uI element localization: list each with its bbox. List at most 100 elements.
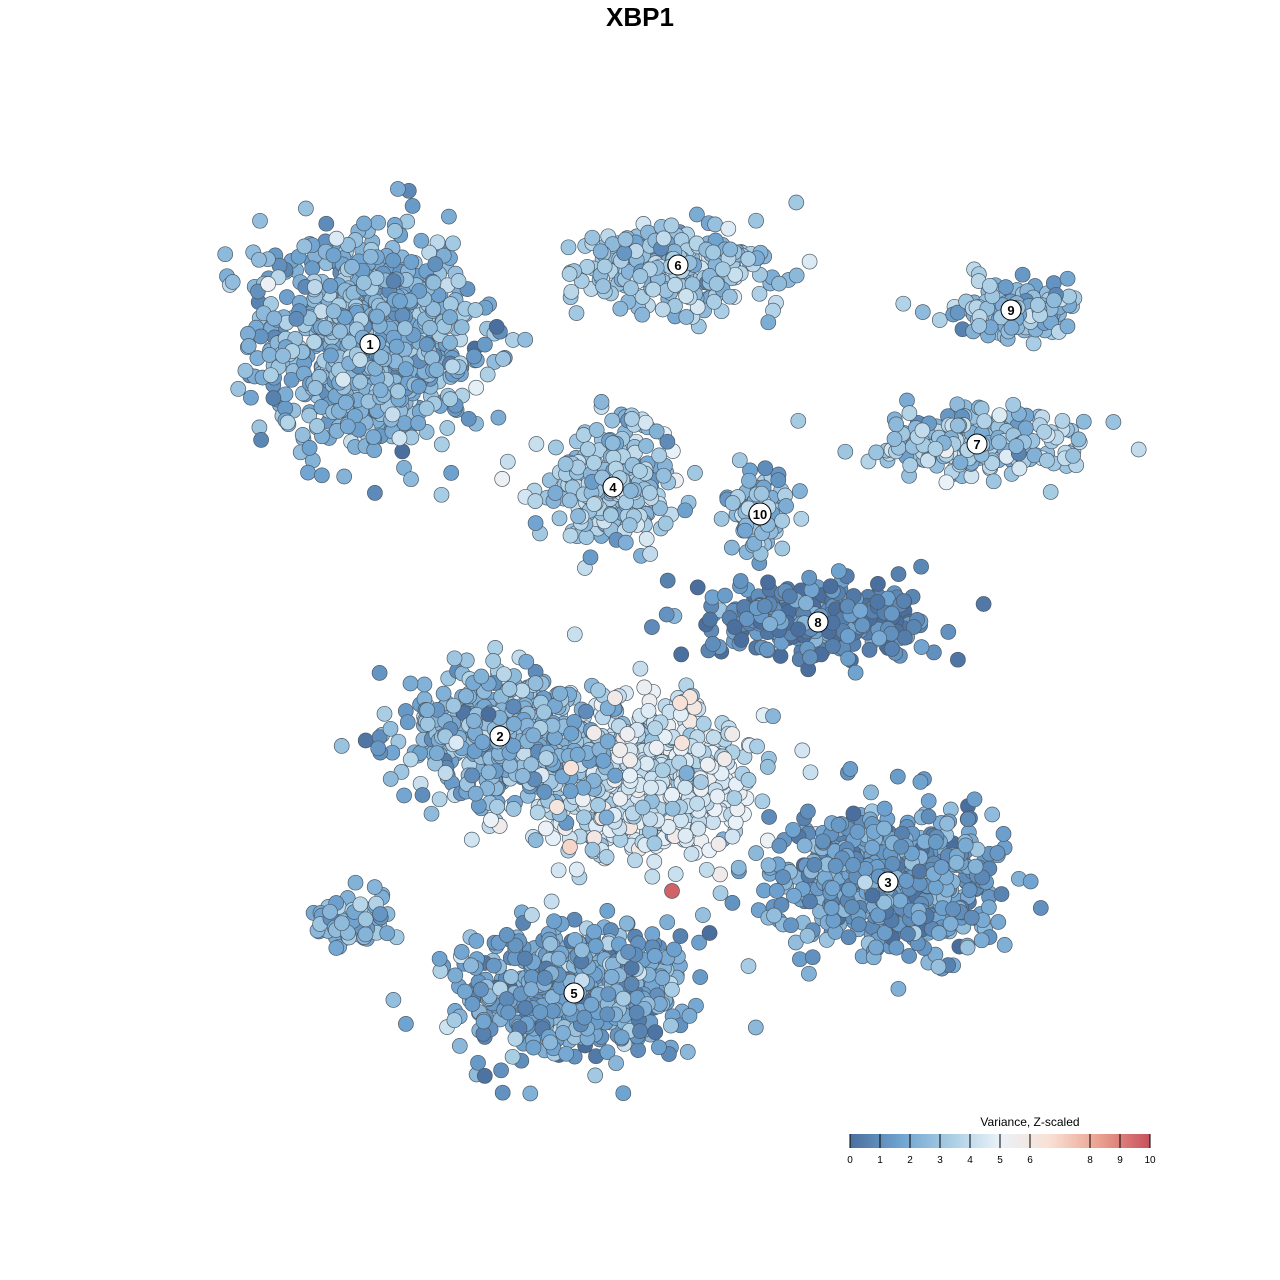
cell-point [317, 319, 334, 336]
cell-point [467, 785, 484, 802]
cell-point [370, 214, 386, 231]
cell-point [730, 859, 747, 876]
cell-point [645, 281, 662, 298]
cell-point [806, 856, 823, 873]
cell-point [607, 767, 624, 784]
cell-point [372, 906, 388, 922]
cell-point [845, 857, 861, 873]
cell-point [689, 579, 706, 596]
cell-point [265, 390, 282, 406]
cell-point [517, 950, 533, 967]
cell-point [740, 772, 757, 788]
cell-point [914, 304, 931, 320]
cell-point [854, 617, 871, 634]
cluster-label: 10 [748, 502, 772, 526]
cell-point [912, 774, 929, 790]
cell-point [961, 882, 978, 898]
cell-point [328, 940, 345, 956]
cell-point [774, 540, 791, 557]
cell-point [428, 361, 445, 378]
cell-point [367, 485, 383, 501]
cell-point [638, 438, 654, 454]
cell-point [775, 869, 791, 885]
cell-point [765, 708, 781, 725]
cell-point [778, 498, 794, 514]
cell-point [623, 960, 640, 976]
cell-point [260, 276, 276, 292]
color-legend: Variance, Z-scaled 0 1 2 3 4 5 6 8 9 10 [847, 1115, 1156, 1166]
legend-tick-label: 4 [967, 1155, 973, 1166]
cell-point [253, 432, 269, 448]
cell-point [673, 646, 690, 663]
cell-point [677, 827, 694, 844]
cell-point [698, 861, 715, 878]
legend-title: Variance, Z-scaled [980, 1115, 1079, 1129]
cell-point [898, 872, 915, 889]
cell-point [369, 308, 385, 325]
cell-point [500, 1004, 517, 1021]
cell-point [705, 636, 721, 652]
cell-point [679, 1044, 696, 1060]
cell-point [644, 868, 661, 885]
cell-point [504, 1048, 521, 1065]
cluster-label: 7 [966, 433, 988, 455]
cell-point [376, 705, 393, 722]
cell-point [600, 986, 617, 1003]
cell-point [840, 929, 857, 946]
cell-point [552, 685, 568, 702]
cell-point [467, 302, 484, 318]
cell-point [801, 253, 818, 270]
legend-tick-label: 6 [1027, 1155, 1033, 1166]
cluster-label-text: 5 [570, 986, 577, 1001]
cell-point [774, 512, 790, 529]
cell-point [636, 679, 653, 696]
cell-point [372, 382, 389, 399]
cluster-label: 9 [1000, 299, 1022, 321]
cell-point [927, 834, 944, 850]
cell-point [959, 939, 976, 956]
cell-point [538, 750, 555, 767]
cell-point [588, 422, 605, 438]
cell-point [991, 434, 1007, 451]
cell-point [702, 611, 718, 628]
cell-point [1075, 413, 1092, 430]
cell-point [976, 413, 993, 430]
cell-point [587, 1067, 604, 1084]
cell-point [592, 243, 609, 260]
cell-point [627, 852, 643, 869]
cell-point [503, 969, 519, 985]
cell-point [760, 574, 776, 591]
cell-point [647, 720, 664, 737]
cell-point [864, 887, 881, 904]
cell-point [781, 588, 798, 605]
cell-point [971, 317, 988, 334]
cell-point [562, 527, 579, 544]
highlight-cell-point [674, 735, 690, 751]
cell-point [632, 1023, 648, 1039]
cell-point [677, 502, 693, 519]
cell-point [366, 879, 383, 895]
cell-point [465, 713, 482, 729]
legend-tick-label: 10 [1144, 1155, 1156, 1166]
cell-point [900, 926, 916, 942]
cell-point [690, 741, 707, 758]
cell-point [756, 598, 773, 615]
cell-point [654, 301, 671, 318]
cell-point [732, 573, 749, 589]
cell-point [450, 273, 467, 289]
cell-point [437, 765, 454, 781]
cell-point [442, 391, 459, 407]
cell-point [699, 756, 716, 773]
cell-point [890, 980, 907, 997]
cell-point [623, 411, 640, 427]
cell-point [883, 605, 900, 622]
cell-point [468, 933, 485, 949]
cell-point [485, 957, 502, 974]
cell-point [470, 1054, 486, 1071]
cell-point [1059, 318, 1076, 335]
highlight-cell-point [672, 695, 688, 711]
cell-point [224, 274, 241, 290]
cell-point [275, 347, 291, 364]
cell-point [623, 976, 640, 992]
cell-point [737, 522, 753, 539]
